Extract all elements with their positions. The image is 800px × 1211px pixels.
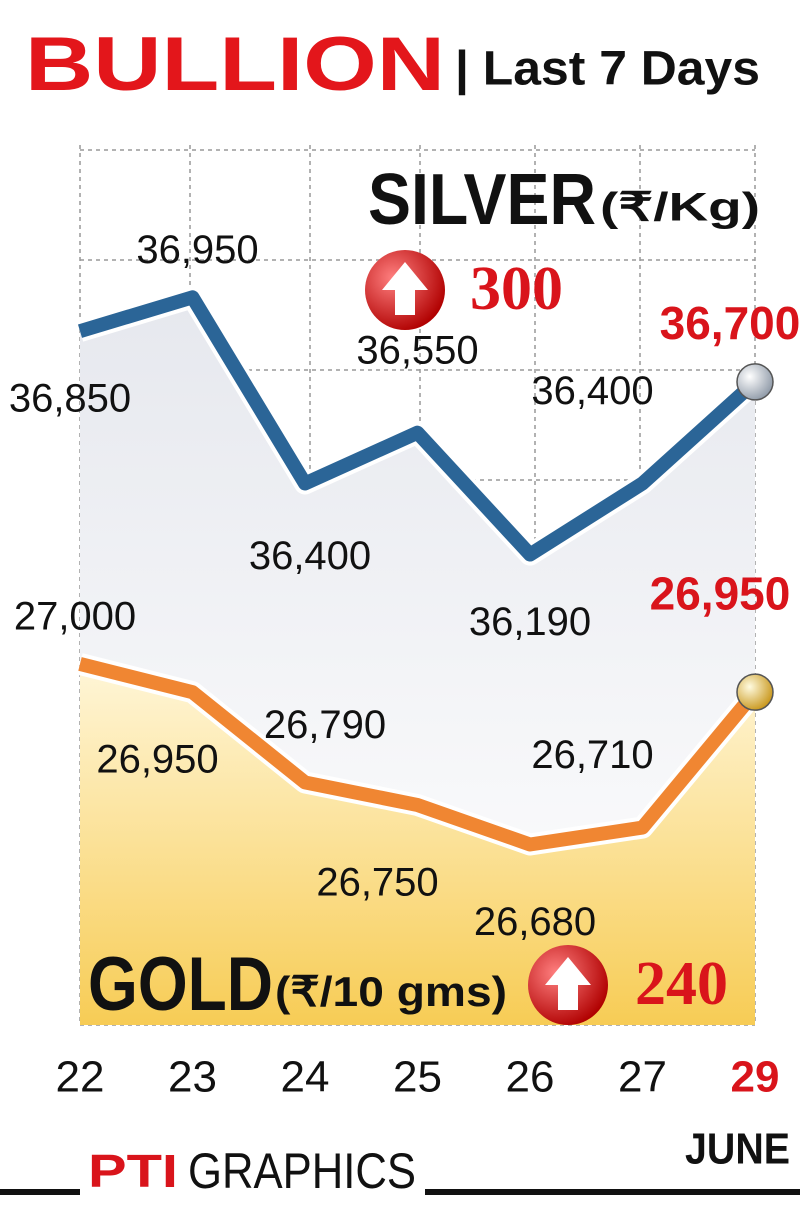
series-line <box>78 657 761 852</box>
series-line <box>77 290 760 562</box>
value-label: 26,750 <box>316 861 438 905</box>
series-name: SILVER <box>368 160 596 240</box>
logo: PTI <box>88 1145 178 1197</box>
end-marker <box>736 363 774 401</box>
subtitle: | Last 7 Days <box>455 43 760 96</box>
change: 300 <box>470 255 563 323</box>
footer-text: GRAPHICS <box>188 1143 416 1199</box>
up-arrow-icon <box>528 945 608 1025</box>
value-label: 26,950 <box>650 567 791 619</box>
up-arrow-icon <box>365 250 445 330</box>
value-label: 26,790 <box>264 703 386 747</box>
area-fill <box>80 663 755 1025</box>
x-tick-label: 27 <box>618 1053 667 1102</box>
series-unit: (₹/Kg) <box>600 186 760 230</box>
x-tick-label: 23 <box>168 1053 217 1102</box>
value-label: 26,680 <box>474 900 596 944</box>
series-unit: (₹/10 gms) <box>275 968 507 1015</box>
end-marker <box>736 673 774 711</box>
title: BULLION <box>25 22 445 107</box>
series-name: GOLD <box>88 942 273 1027</box>
x-axis-label: JUNE <box>685 1125 790 1174</box>
value-label: 36,850 <box>9 377 131 421</box>
x-tick-label: 29 <box>731 1053 780 1102</box>
change: 240 <box>635 950 728 1018</box>
x-tick-label: 25 <box>393 1053 442 1102</box>
x-tick-label: 22 <box>56 1053 105 1102</box>
value-label: 36,950 <box>136 228 258 272</box>
value-label: 36,400 <box>249 534 371 578</box>
x-tick-label: 24 <box>281 1053 330 1102</box>
value-label: 27,000 <box>14 595 136 639</box>
value-label: 36,550 <box>356 328 478 372</box>
value-label: 36,190 <box>469 600 591 644</box>
value-label: 26,710 <box>531 733 653 777</box>
value-label: 26,950 <box>96 738 218 782</box>
value-label: 36,700 <box>660 297 800 349</box>
x-tick-label: 26 <box>506 1053 555 1102</box>
value-label: 36,400 <box>531 369 653 413</box>
